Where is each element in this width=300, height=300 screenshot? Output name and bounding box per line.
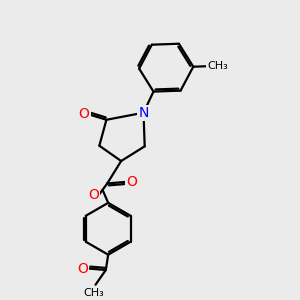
Text: CH₃: CH₃ bbox=[84, 288, 104, 298]
Text: O: O bbox=[79, 107, 89, 122]
Text: CH₃: CH₃ bbox=[207, 61, 228, 71]
Text: O: O bbox=[126, 175, 137, 189]
Text: N: N bbox=[138, 106, 149, 120]
Text: O: O bbox=[77, 262, 88, 275]
Text: O: O bbox=[88, 188, 99, 202]
